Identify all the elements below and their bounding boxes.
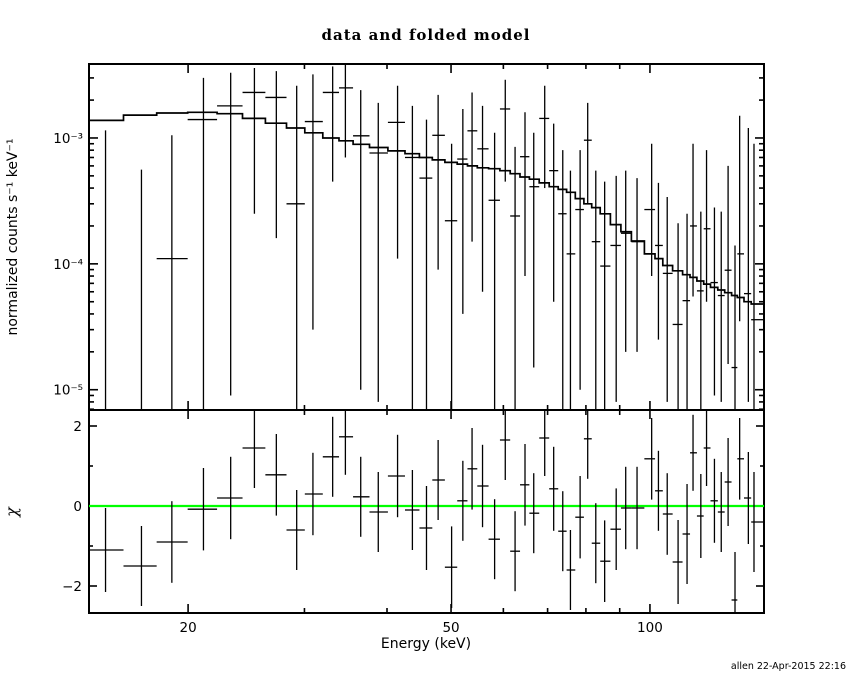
spectrum-data-points [104, 64, 764, 410]
y-tick-label-top: 10⁻³ [53, 131, 83, 147]
y-tick-label-bottom: 0 [73, 499, 82, 515]
plot-frames [88, 63, 765, 614]
x-axis-title: Energy (keV) [381, 636, 471, 652]
y-tick-label-top: 10⁻⁵ [53, 383, 83, 399]
y-tick-label-bottom: 2 [73, 419, 82, 435]
bottom-panel-frame [88, 409, 765, 614]
model-step-line [89, 111, 764, 305]
folded-model-line [89, 111, 764, 305]
y-axis-title-top: normalized counts s⁻¹ keV⁻¹ [5, 138, 21, 335]
x-tick-label: 100 [637, 620, 663, 636]
residual-data-points [89, 410, 764, 613]
x-tick-label: 50 [442, 620, 459, 636]
y-axis-title-bottom: χ [2, 506, 21, 518]
x-tick-label: 20 [179, 620, 196, 636]
y-tick-label-bottom: −2 [62, 579, 82, 595]
plot-title: data and folded model [322, 26, 531, 44]
timestamp-label: allen 22-Apr-2015 22:16 [731, 661, 846, 672]
axis-ticks [89, 64, 764, 613]
y-tick-label-top: 10⁻⁴ [53, 257, 83, 273]
